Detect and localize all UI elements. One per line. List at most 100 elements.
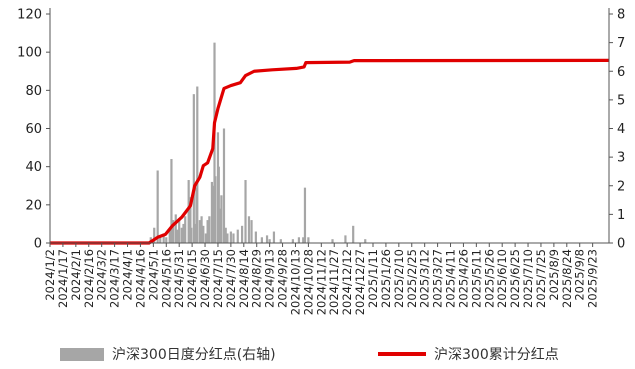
bar <box>344 235 347 243</box>
bar <box>210 181 214 243</box>
right-tick-label: 7 <box>617 36 625 51</box>
bar <box>352 225 355 243</box>
x-tick-label: 2025/8/9 <box>547 249 561 301</box>
x-tick-label: 2024/10/28 <box>301 249 315 315</box>
bar <box>247 216 251 243</box>
x-tick-label: 2025/5/26 <box>482 249 496 308</box>
legend-line-label: 沪深300累计分红点 <box>434 347 559 363</box>
x-tick-label: 2025/3/12 <box>418 249 432 308</box>
legend-bar-item: 沪深300日度分红点(右轴) <box>60 344 276 364</box>
x-tick-label: 2024/5/16 <box>159 249 173 308</box>
bar <box>204 233 207 243</box>
series-line <box>50 58 610 245</box>
x-tick-label: 2024/10/13 <box>288 249 302 315</box>
x-tick-label: 2024/6/15 <box>185 249 199 308</box>
x-tick-label: 2024/9/13 <box>263 249 277 308</box>
x-tick-label: 2024/7/30 <box>224 249 238 308</box>
x-tick-label: 2025/2/10 <box>392 249 406 308</box>
x-tick-label: 2025/1/11 <box>366 249 380 308</box>
bar <box>240 225 244 243</box>
bar <box>224 227 227 243</box>
bar <box>190 227 193 243</box>
right-tick-label: 1 <box>617 208 625 223</box>
x-tick-label: 2024/12/12 <box>340 249 354 315</box>
x-tick-label: 2024/4/16 <box>133 249 147 308</box>
line-series <box>50 58 610 245</box>
right-tick-label: 4 <box>617 122 625 137</box>
bar <box>192 94 195 244</box>
legend-bar-swatch <box>60 347 104 361</box>
right-tick-label: 0 <box>617 237 625 252</box>
bar <box>178 218 181 243</box>
bar <box>206 220 209 243</box>
bar <box>244 180 247 243</box>
right-tick-label: 3 <box>617 151 625 166</box>
bar <box>168 229 171 243</box>
x-tick-label: 2024/1/2 <box>43 249 57 301</box>
bar <box>222 128 226 243</box>
bar <box>265 235 269 243</box>
bar <box>182 223 185 243</box>
right-tick-label: 6 <box>617 65 625 80</box>
x-tick-label: 2024/7/15 <box>211 249 225 308</box>
x-tick-label: 2025/7/25 <box>534 249 548 308</box>
bar <box>217 166 220 243</box>
x-tick-label: 2024/9/28 <box>276 249 290 308</box>
bar <box>236 229 239 243</box>
left-tick-label: 40 <box>25 160 42 175</box>
x-tick-label: 2024/1/17 <box>56 249 70 308</box>
bar <box>202 225 205 243</box>
bar <box>226 233 229 243</box>
x-tick-label: 2024/2/16 <box>82 249 96 308</box>
bar <box>200 216 203 243</box>
bar <box>180 227 183 243</box>
bar <box>232 233 235 243</box>
bar <box>254 231 257 243</box>
bar <box>156 170 159 243</box>
bar <box>307 237 310 243</box>
x-tick-label: 2024/5/31 <box>172 249 186 308</box>
bar <box>162 233 165 243</box>
bar <box>250 220 253 243</box>
legend-bar-label: 沪深300日度分红点(右轴) <box>112 347 276 363</box>
x-tick-label: 2025/9/23 <box>586 249 600 308</box>
bar <box>302 237 305 243</box>
x-tick-label: 2024/12/27 <box>353 249 367 315</box>
bar <box>214 176 217 243</box>
right-tick-label: 5 <box>617 93 625 108</box>
bar <box>272 231 276 243</box>
axes: 0 20 40 60 80 100 120 0 1 2 3 4 5 6 7 8 2024/1/22024/1/1… <box>17 8 625 316</box>
x-tick-label: 2025/5/11 <box>469 249 483 308</box>
left-tick-label: 0 <box>34 237 42 252</box>
x-tick-label: 2024/3/2 <box>95 249 109 301</box>
left-tick-label: 20 <box>25 198 42 213</box>
left-tick-label: 120 <box>17 8 42 23</box>
x-tick-label: 2024/8/14 <box>237 249 251 308</box>
x-tick-label: 2024/6/30 <box>198 249 212 308</box>
bar <box>187 180 190 243</box>
x-tick-label: 2025/4/11 <box>444 249 458 308</box>
x-tick-label: 2024/8/29 <box>250 249 264 308</box>
bar <box>331 239 334 243</box>
bar <box>268 239 271 243</box>
bar <box>184 216 187 243</box>
x-tick-label: 2025/6/10 <box>495 249 509 308</box>
legend-line-item: 沪深300累计分红点 <box>378 344 559 364</box>
chart-canvas: 0 20 40 60 80 100 120 0 1 2 3 4 5 6 7 8 2024/1/22024/1/1… <box>17 8 625 316</box>
bar <box>260 237 263 243</box>
left-tick-label: 60 <box>25 122 42 137</box>
bar <box>303 187 307 243</box>
bar <box>172 220 175 243</box>
left-tick-label: 100 <box>17 46 42 61</box>
x-tick-label: 2024/11/27 <box>327 249 341 315</box>
bar <box>189 197 192 243</box>
x-tick-label: 2025/8/24 <box>560 249 574 308</box>
bar <box>165 237 168 243</box>
x-tick-label: 2025/9/8 <box>573 249 587 301</box>
x-tick-label: 2025/4/26 <box>456 249 470 308</box>
x-tick-label: 2025/6/25 <box>508 249 522 308</box>
bar <box>220 195 223 243</box>
bar <box>208 216 211 243</box>
x-tick-label: 2025/3/27 <box>431 249 445 308</box>
right-tick-label: 8 <box>617 8 625 23</box>
